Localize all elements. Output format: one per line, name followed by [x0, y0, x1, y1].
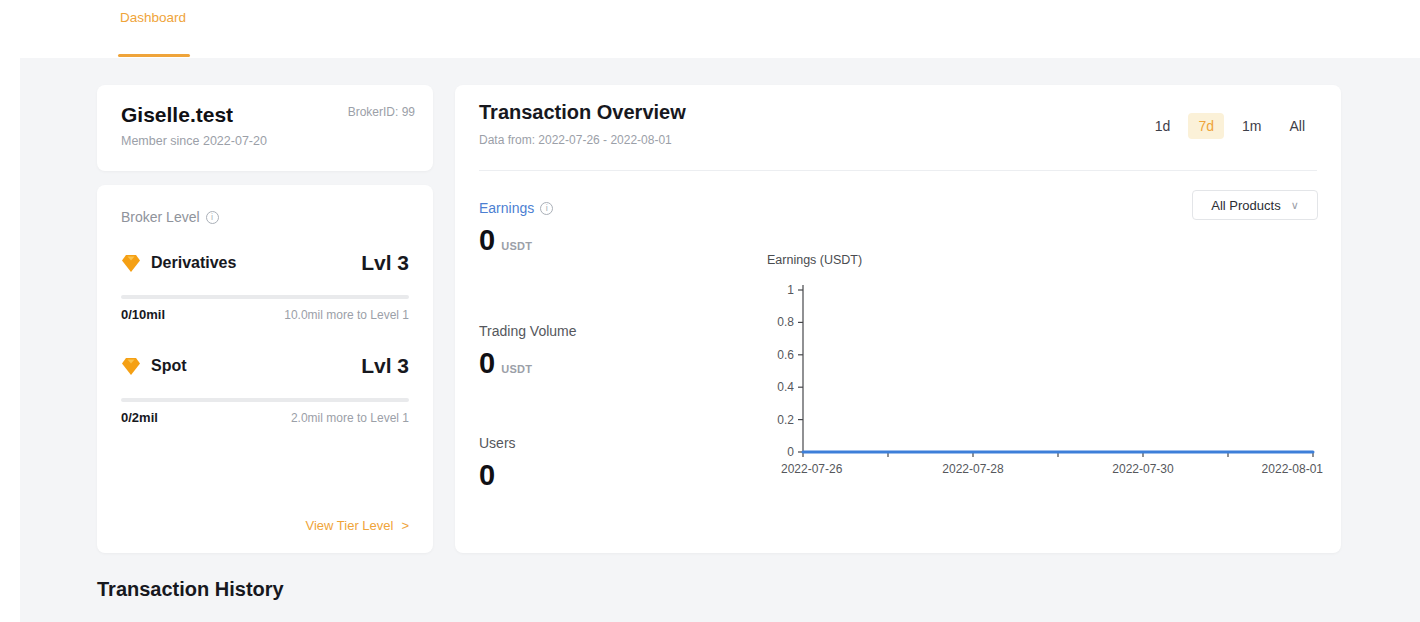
divider: [479, 170, 1317, 171]
chevron-right-icon: >: [401, 518, 409, 533]
overview-title: Transaction Overview: [479, 101, 686, 124]
metric-earnings[interactable]: Earnings i 0 USDT: [479, 200, 553, 257]
metric-earnings-value-row: 0 USDT: [479, 224, 553, 257]
broker-id: BrokerID: 99: [348, 105, 415, 119]
gem-icon: [121, 254, 141, 273]
progress-more: 2.0mil more to Level 1: [291, 411, 409, 425]
level-name: Derivatives: [151, 254, 236, 272]
level-value: Lvl 3: [361, 354, 409, 378]
metric-value: 0: [479, 224, 495, 257]
progress-current: 0/2mil: [121, 410, 158, 425]
broker-level-title-text: Broker Level: [121, 209, 200, 225]
metric-unit: USDT: [501, 363, 532, 375]
tab-dashboard[interactable]: Dashboard: [120, 10, 186, 25]
chevron-down-icon: ∨: [1291, 199, 1299, 212]
metric-volume-label: Trading Volume: [479, 323, 577, 339]
time-range-selector: 1d 7d 1m All: [1145, 113, 1315, 139]
level-row-derivatives: Derivatives Lvl 3: [121, 251, 409, 275]
broker-level-card: Broker Level i Derivatives Lvl 3 0/10mil…: [97, 185, 433, 553]
top-navigation: Dashboard: [0, 0, 1420, 58]
progress-labels-spot: 0/2mil 2.0mil more to Level 1: [121, 410, 409, 425]
svg-text:0: 0: [787, 445, 794, 459]
earnings-line-chart-svg: Earnings (USDT) 0 0.2 0.4 0.6 0.8 1 2022-07-26 2…: [745, 245, 1325, 505]
metric-users[interactable]: Users 0: [479, 435, 516, 492]
metric-users-label: Users: [479, 435, 516, 451]
range-tab-1m[interactable]: 1m: [1232, 113, 1271, 139]
svg-text:2022-07-28: 2022-07-28: [942, 462, 1004, 476]
range-tab-all[interactable]: All: [1279, 113, 1315, 139]
progress-current: 0/10mil: [121, 307, 165, 322]
svg-text:1: 1: [787, 283, 794, 297]
metric-volume-value-row: 0 USDT: [479, 347, 577, 380]
metric-earnings-label: Earnings i: [479, 200, 553, 216]
progress-bar-derivatives: [121, 295, 409, 299]
level-row-spot: Spot Lvl 3: [121, 354, 409, 378]
svg-text:Earnings (USDT): Earnings (USDT): [767, 253, 862, 267]
svg-text:0.2: 0.2: [777, 413, 794, 427]
member-since: Member since 2022-07-20: [121, 134, 409, 148]
transaction-overview-card: Transaction Overview Data from: 2022-07-…: [455, 85, 1341, 553]
view-tier-level-label: View Tier Level: [305, 518, 393, 533]
view-tier-level-link[interactable]: View Tier Level >: [305, 518, 409, 533]
progress-bar-spot: [121, 398, 409, 402]
metric-label-text: Earnings: [479, 200, 534, 216]
info-icon[interactable]: i: [540, 202, 553, 215]
progress-labels-derivatives: 0/10mil 10.0mil more to Level 1: [121, 307, 409, 322]
info-icon[interactable]: i: [206, 211, 219, 224]
broker-level-title: Broker Level i: [121, 209, 409, 225]
gem-icon: [121, 357, 141, 376]
metric-trading-volume[interactable]: Trading Volume 0 USDT: [479, 323, 577, 380]
content-area: Giselle.test BrokerID: 99 Member since 2…: [20, 58, 1420, 622]
svg-text:2022-07-30: 2022-07-30: [1112, 462, 1174, 476]
metric-label-text: Users: [479, 435, 516, 451]
level-name: Spot: [151, 357, 187, 375]
overview-date-range: Data from: 2022-07-26 - 2022-08-01: [479, 133, 672, 147]
metric-users-value-row: 0: [479, 459, 516, 492]
transaction-history-title: Transaction History: [97, 578, 284, 601]
metric-label-text: Trading Volume: [479, 323, 577, 339]
svg-text:0.4: 0.4: [777, 380, 794, 394]
svg-text:0.8: 0.8: [777, 315, 794, 329]
products-dropdown[interactable]: All Products ∨: [1192, 190, 1318, 220]
progress-more: 10.0mil more to Level 1: [284, 308, 409, 322]
profile-card: Giselle.test BrokerID: 99 Member since 2…: [97, 85, 433, 171]
svg-text:0.6: 0.6: [777, 348, 794, 362]
range-tab-7d[interactable]: 7d: [1188, 113, 1224, 139]
metric-value: 0: [479, 459, 495, 492]
products-dropdown-value: All Products: [1211, 198, 1280, 213]
broker-dashboard-page: Dashboard Giselle.test BrokerID: 99 Memb…: [0, 0, 1420, 622]
metric-value: 0: [479, 347, 495, 380]
range-tab-1d[interactable]: 1d: [1145, 113, 1181, 139]
active-tab-underline: [118, 54, 190, 57]
level-value: Lvl 3: [361, 251, 409, 275]
metric-unit: USDT: [501, 240, 532, 252]
svg-text:2022-07-26: 2022-07-26: [781, 462, 843, 476]
svg-text:2022-08-01: 2022-08-01: [1262, 462, 1324, 476]
earnings-chart: Earnings (USDT) 0 0.2 0.4 0.6 0.8 1 2022-07-26 2…: [745, 245, 1325, 505]
